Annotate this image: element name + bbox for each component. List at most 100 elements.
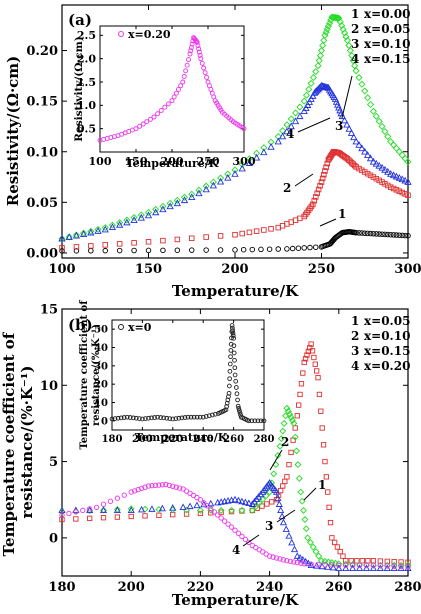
data-point bbox=[362, 564, 371, 572]
data-point bbox=[127, 505, 135, 513]
data-point bbox=[305, 85, 313, 93]
data-point bbox=[361, 87, 369, 95]
data-point bbox=[242, 536, 249, 543]
data-point bbox=[336, 562, 342, 568]
panel-b-legend: 1 x=0.05 2 x=0.10 3 x=0.15 4 x=0.20 bbox=[351, 314, 410, 373]
data-point bbox=[232, 372, 238, 378]
annotation-label: 1 bbox=[318, 478, 326, 492]
data-point bbox=[173, 416, 179, 421]
y-tick-label: 1.5 bbox=[77, 76, 96, 89]
data-point bbox=[313, 561, 321, 569]
data-point bbox=[234, 496, 243, 504]
data-point bbox=[347, 129, 356, 136]
data-point bbox=[270, 470, 278, 478]
data-point bbox=[404, 158, 412, 166]
data-point bbox=[359, 558, 365, 564]
y-tick-label: 0 bbox=[101, 416, 108, 427]
data-point bbox=[311, 354, 317, 361]
data-point bbox=[145, 239, 152, 245]
data-point bbox=[342, 33, 350, 41]
data-point bbox=[295, 245, 302, 251]
x-tick-label: 260 bbox=[325, 580, 352, 595]
data-point bbox=[337, 548, 343, 555]
panel-a-ylabel: Resistivity/(Ω·cm) bbox=[4, 56, 22, 207]
annotation-arrow bbox=[341, 75, 353, 119]
data-point bbox=[217, 247, 224, 253]
data-point bbox=[246, 539, 252, 546]
data-point bbox=[296, 103, 304, 111]
data-point bbox=[405, 192, 411, 199]
y-tick-label: 0.15 bbox=[26, 95, 58, 110]
data-point bbox=[248, 506, 256, 514]
data-point bbox=[398, 563, 404, 570]
data-point bbox=[307, 561, 315, 568]
data-point bbox=[348, 52, 356, 60]
data-point bbox=[208, 506, 214, 512]
data-point bbox=[312, 244, 319, 250]
data-point bbox=[86, 506, 94, 514]
data-point bbox=[116, 241, 123, 247]
data-point bbox=[108, 221, 116, 229]
data-point bbox=[196, 506, 204, 514]
data-point bbox=[307, 79, 315, 87]
data-point bbox=[131, 247, 137, 254]
data-point bbox=[315, 561, 321, 568]
data-point bbox=[405, 232, 411, 239]
data-point bbox=[302, 525, 310, 533]
panel-b-inset-xlabel: Temperature/K bbox=[135, 431, 228, 444]
data-point bbox=[372, 112, 380, 120]
data-point bbox=[169, 504, 177, 511]
data-point bbox=[140, 416, 145, 422]
data-point bbox=[362, 230, 368, 236]
annotation-label: 3 bbox=[265, 519, 273, 533]
x-tick-label: 200 bbox=[118, 580, 145, 595]
data-point bbox=[282, 525, 290, 532]
data-point bbox=[320, 36, 328, 44]
data-point bbox=[140, 121, 146, 127]
data-point bbox=[300, 97, 308, 105]
legend-label: x=0.15 bbox=[364, 52, 410, 66]
data-point bbox=[316, 391, 323, 398]
data-point bbox=[181, 193, 189, 201]
data-point bbox=[232, 231, 238, 238]
data-point bbox=[137, 123, 143, 129]
legend-label: x=0.20 bbox=[364, 359, 410, 373]
data-point bbox=[285, 532, 293, 539]
data-point bbox=[186, 502, 194, 510]
data-point bbox=[173, 90, 179, 96]
x-tick-label: 240 bbox=[256, 580, 283, 595]
data-point bbox=[132, 488, 138, 494]
data-point bbox=[340, 553, 346, 559]
data-point bbox=[321, 31, 329, 39]
data-point bbox=[204, 503, 210, 509]
data-point bbox=[401, 154, 409, 163]
data-point bbox=[127, 506, 135, 514]
legend-num: 3 bbox=[351, 37, 359, 51]
data-point bbox=[318, 179, 325, 185]
data-point bbox=[227, 376, 232, 382]
data-point bbox=[231, 166, 239, 174]
data-point bbox=[267, 138, 275, 146]
data-point bbox=[158, 108, 164, 113]
y-tick-label: 5 bbox=[49, 455, 58, 470]
data-point bbox=[66, 510, 72, 517]
data-point bbox=[364, 94, 372, 102]
legend-num: 1 bbox=[351, 314, 359, 328]
data-point bbox=[159, 205, 167, 213]
data-point bbox=[364, 170, 371, 177]
data-point bbox=[340, 116, 349, 124]
data-point bbox=[101, 224, 109, 232]
legend-num: 4 bbox=[351, 359, 359, 373]
data-point bbox=[197, 52, 203, 58]
data-point bbox=[320, 442, 327, 448]
data-point bbox=[306, 538, 314, 546]
data-point bbox=[329, 535, 335, 541]
data-point bbox=[228, 354, 233, 360]
data-point bbox=[203, 414, 209, 419]
data-point bbox=[166, 202, 174, 210]
data-point bbox=[398, 151, 406, 159]
data-point bbox=[292, 425, 298, 431]
data-point bbox=[121, 415, 127, 420]
